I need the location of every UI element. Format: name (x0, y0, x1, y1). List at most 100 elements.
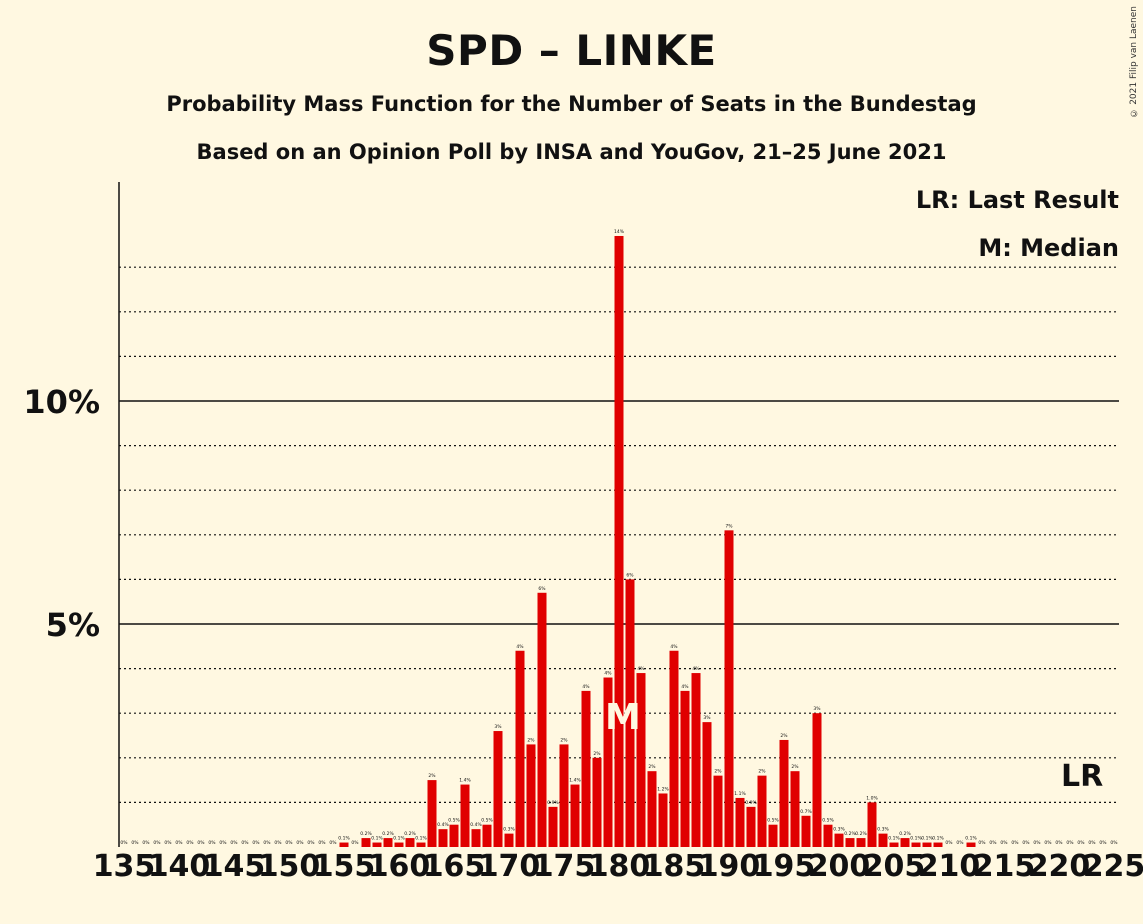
bar (856, 838, 866, 847)
bar (746, 806, 756, 847)
bar (427, 780, 437, 847)
bar-value-label: 0% (197, 840, 205, 846)
bar-value-label: 2% (714, 769, 722, 775)
bar-value-label: 0.7% (800, 809, 812, 815)
bar (713, 775, 723, 847)
bar-value-label: 0% (989, 840, 997, 846)
bar-value-label: 4% (582, 684, 590, 690)
bar-value-label: 1.4% (459, 778, 471, 784)
bar-value-label: 1.4% (569, 778, 581, 784)
x-tick-label: 215 (973, 849, 1036, 884)
bar-value-label: 4% (692, 666, 700, 672)
bar (823, 824, 833, 847)
bar (801, 815, 811, 847)
bar (933, 842, 943, 847)
bar (669, 650, 679, 847)
legend-last-result: LR: Last Result (915, 186, 1119, 214)
x-tick-label: 210 (918, 849, 981, 884)
bar-value-label: 2% (648, 764, 656, 770)
bar (636, 673, 646, 847)
x-tick-label: 155 (313, 849, 376, 884)
bar (878, 833, 888, 847)
bar-value-label: 0% (186, 840, 194, 846)
bar-value-label: 0% (175, 840, 183, 846)
bar (416, 842, 426, 847)
bar-value-label: 0.1% (415, 836, 427, 842)
bar-value-label: 0.2% (382, 831, 394, 837)
bar-value-label: 0% (329, 840, 337, 846)
bar-value-label: 2% (428, 773, 436, 779)
bar (526, 744, 536, 847)
bar (779, 739, 789, 847)
bar (383, 838, 393, 847)
bar-value-label: 0.3% (877, 827, 889, 833)
bar (361, 838, 371, 847)
bar (757, 775, 767, 847)
bar (548, 806, 558, 847)
bar-value-label: 0% (1055, 840, 1063, 846)
bar-value-label: 0.5% (822, 818, 834, 824)
x-tick-label: 145 (203, 849, 266, 884)
bar (405, 838, 415, 847)
bar (449, 824, 459, 847)
bar-value-label: 0% (978, 840, 986, 846)
bar (614, 235, 624, 848)
bar-value-label: 0.3% (833, 827, 845, 833)
bar-value-label: 0% (945, 840, 953, 846)
bar-value-label: 2% (791, 764, 799, 770)
bar-value-label: 0% (1011, 840, 1019, 846)
x-tick-label: 175 (533, 849, 596, 884)
bar (691, 673, 701, 847)
bar-value-label: 0% (153, 840, 161, 846)
x-tick-label: 225 (1083, 849, 1143, 884)
y-tick-label: 5% (46, 606, 100, 644)
bar (482, 824, 492, 847)
bar (922, 842, 932, 847)
bar (394, 842, 404, 847)
bar-value-label: 0.2% (899, 831, 911, 837)
x-tick-label: 135 (93, 849, 156, 884)
bar-value-label: 0% (1088, 840, 1096, 846)
bar-value-label: 0% (252, 840, 260, 846)
bar-value-label: 0% (230, 840, 238, 846)
bar-value-label: 7% (725, 523, 733, 529)
bar-value-label: 0.4% (470, 822, 482, 828)
bar (537, 592, 547, 847)
bar (867, 802, 877, 847)
bar-value-label: 0% (351, 840, 359, 846)
bar-value-label: 2% (527, 737, 535, 743)
bar-value-label: 0.2% (844, 831, 856, 837)
bar-value-label: 4% (670, 644, 678, 650)
bar (559, 744, 569, 847)
bar (966, 842, 976, 847)
bar-value-label: 0% (1044, 840, 1052, 846)
bar-value-label: 0% (307, 840, 315, 846)
bar-value-label: 14% (614, 229, 625, 235)
bar (581, 690, 591, 847)
bar-value-label: 4% (681, 684, 689, 690)
bar-value-label: 0.2% (855, 831, 867, 837)
bar-value-label: 0% (1110, 840, 1118, 846)
x-tick-label: 185 (643, 849, 706, 884)
x-tick-label: 220 (1028, 849, 1091, 884)
y-tick-label: 10% (23, 383, 100, 421)
chart-title: SPD – LINKE (426, 26, 717, 75)
bar-value-label: 4% (604, 671, 612, 677)
bar (812, 713, 822, 847)
bar-value-label: 0% (1077, 840, 1085, 846)
bar-value-label: 2% (758, 769, 766, 775)
bar-value-label: 0.1% (393, 836, 405, 842)
bar-value-label: 0% (1066, 840, 1074, 846)
last-result-marker: LR (1061, 759, 1104, 794)
bar (570, 784, 580, 847)
bar (339, 842, 349, 847)
bar-value-label: 0.3% (503, 827, 515, 833)
bar-value-label: 0% (219, 840, 227, 846)
bar-value-label: 0% (241, 840, 249, 846)
bar (592, 757, 602, 847)
bar-value-label: 0% (164, 840, 172, 846)
bar-value-label: 0% (285, 840, 293, 846)
bar-value-label: 0% (208, 840, 216, 846)
bar-value-label: 0% (1099, 840, 1107, 846)
bar-value-label: 0% (1022, 840, 1030, 846)
